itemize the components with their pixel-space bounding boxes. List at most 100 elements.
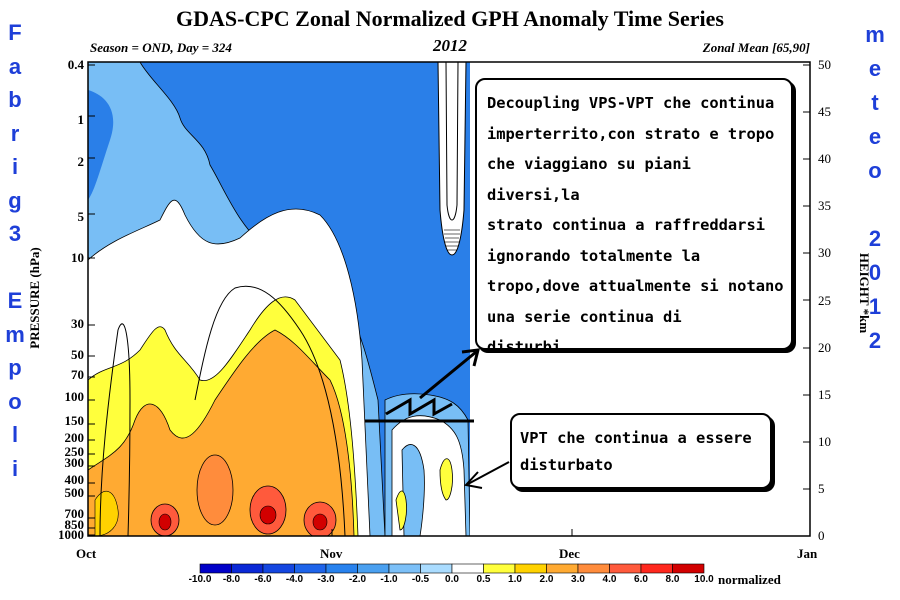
colorbar-label: 6.0: [634, 574, 648, 585]
colorbar-label: 4.0: [602, 574, 617, 585]
arrow-to-strato-annotation: [419, 350, 477, 400]
colorbar-cell: [514, 563, 547, 574]
colorbar-cell: [199, 563, 232, 574]
colorbar-cell: [357, 563, 390, 574]
watermark-letter: o: [8, 388, 22, 414]
y2-tick-label: 20: [818, 339, 831, 355]
colorbar-label: 0.0: [445, 574, 459, 585]
y2-axis-label: HEIGHT *km: [857, 252, 872, 334]
y-tick-label: 70: [71, 367, 84, 383]
watermark-letter: m: [865, 22, 885, 47]
colorbar-label: -6.0: [254, 574, 272, 585]
x-tick-nov: Nov: [320, 546, 343, 561]
annotation-tropo-line: VPT che continua a essere: [520, 429, 752, 447]
colorbar-cell: [388, 563, 421, 574]
colorbar-label: -2.0: [348, 574, 367, 585]
x-tick-jan: Jan: [797, 546, 818, 561]
watermark-letter: 3: [8, 221, 22, 246]
colorbar-label: 10.0: [694, 574, 714, 585]
watermark-letter: 2: [868, 328, 882, 353]
y2-tick-label: 15: [818, 386, 831, 402]
y2-tick-label: 0: [818, 528, 825, 543]
subtitle-zonal-mean: Zonal Mean [65,90]: [702, 40, 810, 55]
watermark-letter: o: [868, 158, 882, 183]
annotation-strato: Decoupling VPS-VPT che continua imperter…: [475, 78, 793, 356]
zigzag-disturbance: [385, 397, 453, 417]
y-tick-label: 5: [77, 208, 85, 224]
y-tick-label: 200: [64, 430, 85, 446]
colorbar-cell: [609, 563, 642, 574]
annotation-strato-line: una serie continua di disturbi...: [487, 307, 682, 357]
arrow-to-tropo-annotation: [467, 461, 510, 485]
y-tick-label: 500: [64, 485, 85, 501]
watermark-letter: b: [8, 87, 22, 112]
y2-tick-label: 30: [818, 245, 831, 261]
anomaly-field-orange: [88, 329, 355, 536]
y-tick-label: 300: [64, 454, 85, 470]
annotation-strato-line: tropo,dove attualmente si notano: [487, 277, 784, 295]
y-axis-label: PRESSURE (hPa): [27, 247, 42, 349]
colorbar-cell: [483, 563, 516, 574]
y-tick-label: 10: [71, 250, 84, 266]
colorbar-label: 3.0: [571, 574, 585, 585]
y2-tick-label: 35: [818, 198, 831, 214]
watermark-letter: g: [8, 187, 22, 213]
watermark-letter: 1: [868, 294, 882, 319]
watermark-letter: i: [11, 154, 19, 179]
y-tick-label: 30: [71, 316, 84, 332]
annotation-tropo-line: disturbato: [520, 456, 613, 474]
colorbar-cell: [672, 563, 705, 574]
watermark-letter: E: [7, 288, 23, 313]
colorbar-units: normalized: [718, 572, 781, 587]
watermark-letter: e: [868, 124, 882, 149]
plot-frame: [87, 61, 811, 537]
colorbar-label: 1.0: [508, 574, 522, 585]
watermark-letter: m: [5, 321, 25, 347]
y-tick-label: 250: [64, 443, 85, 459]
y2-tick-label: 10: [818, 433, 831, 449]
x-tick-oct: Oct: [76, 546, 97, 561]
y2-tick-label: 40: [818, 151, 831, 167]
annotation-strato-line: che viaggiano su piani diversi,la: [487, 155, 691, 204]
watermark-letter: e: [868, 56, 882, 81]
watermark-letter: l: [11, 422, 19, 447]
watermark-letter: r: [10, 120, 20, 146]
y-tick-label: 700: [64, 505, 85, 521]
colorbar-label: -4.0: [285, 574, 304, 585]
colorbar-label: -0.5: [411, 574, 430, 585]
annotation-strato-line: imperterrito,con strato e tropo: [487, 124, 775, 143]
colorbar-label: -10.0: [188, 574, 212, 585]
y-tick-label: 100: [64, 388, 85, 404]
y2-tick-label: 45: [818, 104, 831, 120]
annotation-strato-line: Decoupling VPS-VPT che continua: [487, 94, 775, 112]
colorbar-label: 8.0: [665, 574, 680, 585]
colorbar-label: 0.5: [476, 574, 491, 585]
colorbar-cell: [546, 563, 579, 574]
colorbar-label: -3.0: [317, 574, 335, 585]
y-tick-label: 50: [71, 347, 84, 363]
y-tick-label: 1: [77, 112, 85, 128]
watermark-letter: i: [11, 455, 19, 481]
colorbar-cell: [640, 563, 673, 574]
colorbar-cell: [577, 563, 610, 574]
annotation-tropo: VPT che continua a essere disturbato: [510, 413, 772, 489]
y-tick-label: 2: [77, 153, 85, 169]
subtitle-year: 2012: [433, 36, 467, 55]
annotation-strato-line: strato continua a raffreddarsi: [487, 216, 765, 234]
watermark-letter: 2: [868, 226, 882, 251]
y2-tick-label: 25: [818, 292, 831, 308]
colorbar-cell: [231, 563, 264, 574]
colorbar-cell: [325, 563, 358, 574]
y2-tick-label: 5: [818, 480, 825, 496]
y-tick-label: 850: [64, 517, 85, 533]
watermark-letter: F: [8, 20, 22, 45]
watermark-letter: p: [8, 355, 22, 380]
y-tick-label: 1000: [58, 527, 84, 542]
subtitle-season: Season = OND, Day = 324: [90, 40, 232, 55]
watermark-letter: a: [8, 53, 22, 79]
colorbar-cell: [420, 563, 453, 574]
chart-title: GDAS-CPC Zonal Normalized GPH Anomaly Ti…: [176, 6, 724, 31]
watermark-letter: 0: [868, 260, 882, 285]
watermark-letter: t: [871, 90, 879, 115]
colorbar-cell: [451, 563, 484, 574]
